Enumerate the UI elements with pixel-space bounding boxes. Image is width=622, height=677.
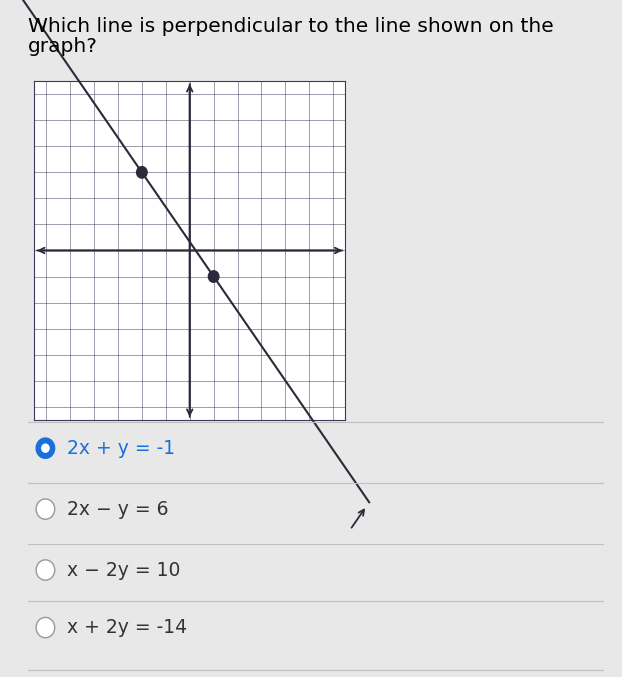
Text: Which line is perpendicular to the line shown on the: Which line is perpendicular to the line … [28,17,554,36]
Text: x + 2y = -14: x + 2y = -14 [67,618,187,637]
Text: x − 2y = 10: x − 2y = 10 [67,561,180,580]
Circle shape [137,167,147,178]
Text: 2x + y = -1: 2x + y = -1 [67,439,175,458]
Text: graph?: graph? [28,37,98,56]
Text: 2x − y = 6: 2x − y = 6 [67,500,168,519]
Circle shape [208,271,219,282]
